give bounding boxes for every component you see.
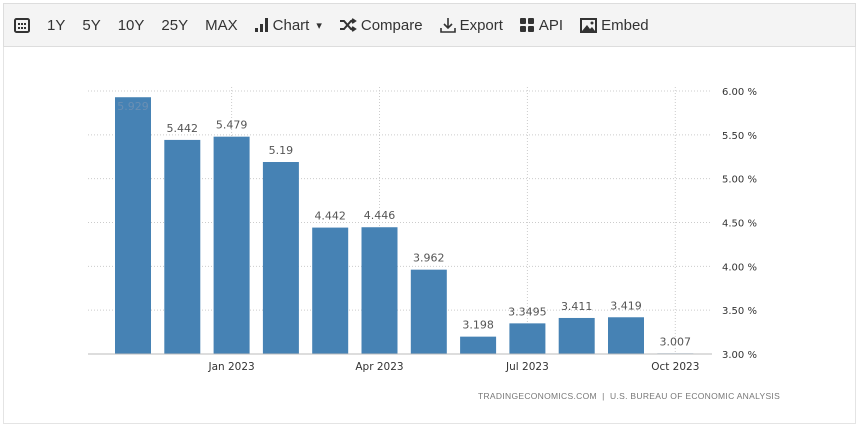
data-label: 5.19 [269, 144, 294, 157]
data-label: 3.419 [610, 299, 642, 312]
bar [312, 227, 349, 354]
toolbar-label: 5Y [82, 16, 101, 34]
chart-button[interactable]: Chart ▾ [254, 16, 322, 34]
toolbar-label: API [538, 16, 564, 34]
toolbar-label: 10Y [117, 16, 145, 34]
toolbar: 1Y 5Y 10Y 25Y MAX Chart ▾ Compare Export API Embed [3, 3, 856, 47]
bar [164, 139, 201, 354]
data-label: 3.3495 [508, 305, 547, 318]
bar [361, 227, 398, 354]
bar [262, 162, 299, 354]
max-button[interactable]: MAX [205, 17, 238, 34]
bar [509, 323, 546, 354]
y-tick-label: 4.00 % [722, 262, 757, 273]
y-tick-label: 6.00 % [722, 87, 757, 98]
chevron-down-icon: ▾ [316, 19, 322, 32]
toolbar-label: Export [459, 16, 503, 34]
bar [213, 136, 250, 354]
data-label: 4.442 [314, 210, 346, 223]
data-label: 5.479 [216, 119, 248, 132]
bar-chart-icon [254, 18, 269, 32]
1y-button[interactable]: 1Y [47, 17, 65, 34]
embed-button[interactable]: Embed [580, 17, 649, 34]
25y-button[interactable]: 25Y [161, 17, 188, 34]
grid-icon [519, 17, 535, 33]
data-label: 5.929 [117, 100, 149, 113]
data-label: 3.007 [660, 335, 692, 348]
toolbar-label: Embed [601, 16, 649, 34]
y-tick-label: 5.50 % [722, 131, 757, 142]
source-credit: TRADINGECONOMICS.COM | U.S. BUREAU OF EC… [478, 391, 781, 401]
data-label: 4.446 [364, 209, 396, 222]
toolbar-label: Chart [272, 16, 310, 34]
10y-button[interactable]: 10Y [118, 17, 145, 34]
data-label: 3.962 [413, 252, 445, 265]
bar [608, 317, 644, 354]
x-tick-label: Jul 2023 [505, 361, 549, 373]
x-tick-label: Apr 2023 [355, 361, 403, 373]
bar [558, 317, 595, 354]
data-label: 3.411 [561, 300, 593, 313]
image-icon [580, 17, 598, 33]
data-label: 3.198 [462, 319, 494, 332]
chart-frame [3, 47, 856, 424]
calendar-button[interactable] [14, 17, 30, 33]
y-tick-label: 5.00 % [722, 175, 757, 186]
toolbar-label: Compare [360, 16, 423, 34]
y-tick-label: 4.50 % [722, 219, 757, 230]
bar [460, 336, 497, 354]
y-tick-label: 3.50 % [722, 306, 757, 317]
data-label: 5.442 [167, 122, 199, 135]
download-icon [439, 17, 456, 33]
bar [115, 97, 151, 354]
toolbar-label: 25Y [161, 16, 189, 34]
export-button[interactable]: Export [439, 16, 503, 34]
y-tick-label: 3.00 % [722, 350, 757, 361]
toolbar-label: MAX [205, 16, 238, 34]
toolbar-label: 1Y [47, 16, 66, 34]
shuffle-icon [339, 18, 357, 32]
x-tick-label: Jan 2023 [207, 361, 254, 373]
api-button[interactable]: API [519, 16, 564, 34]
x-tick-label: Oct 2023 [651, 361, 699, 373]
compare-button[interactable]: Compare [339, 17, 423, 34]
5y-button[interactable]: 5Y [82, 17, 100, 34]
bar [410, 269, 447, 354]
calendar-icon [14, 17, 30, 33]
